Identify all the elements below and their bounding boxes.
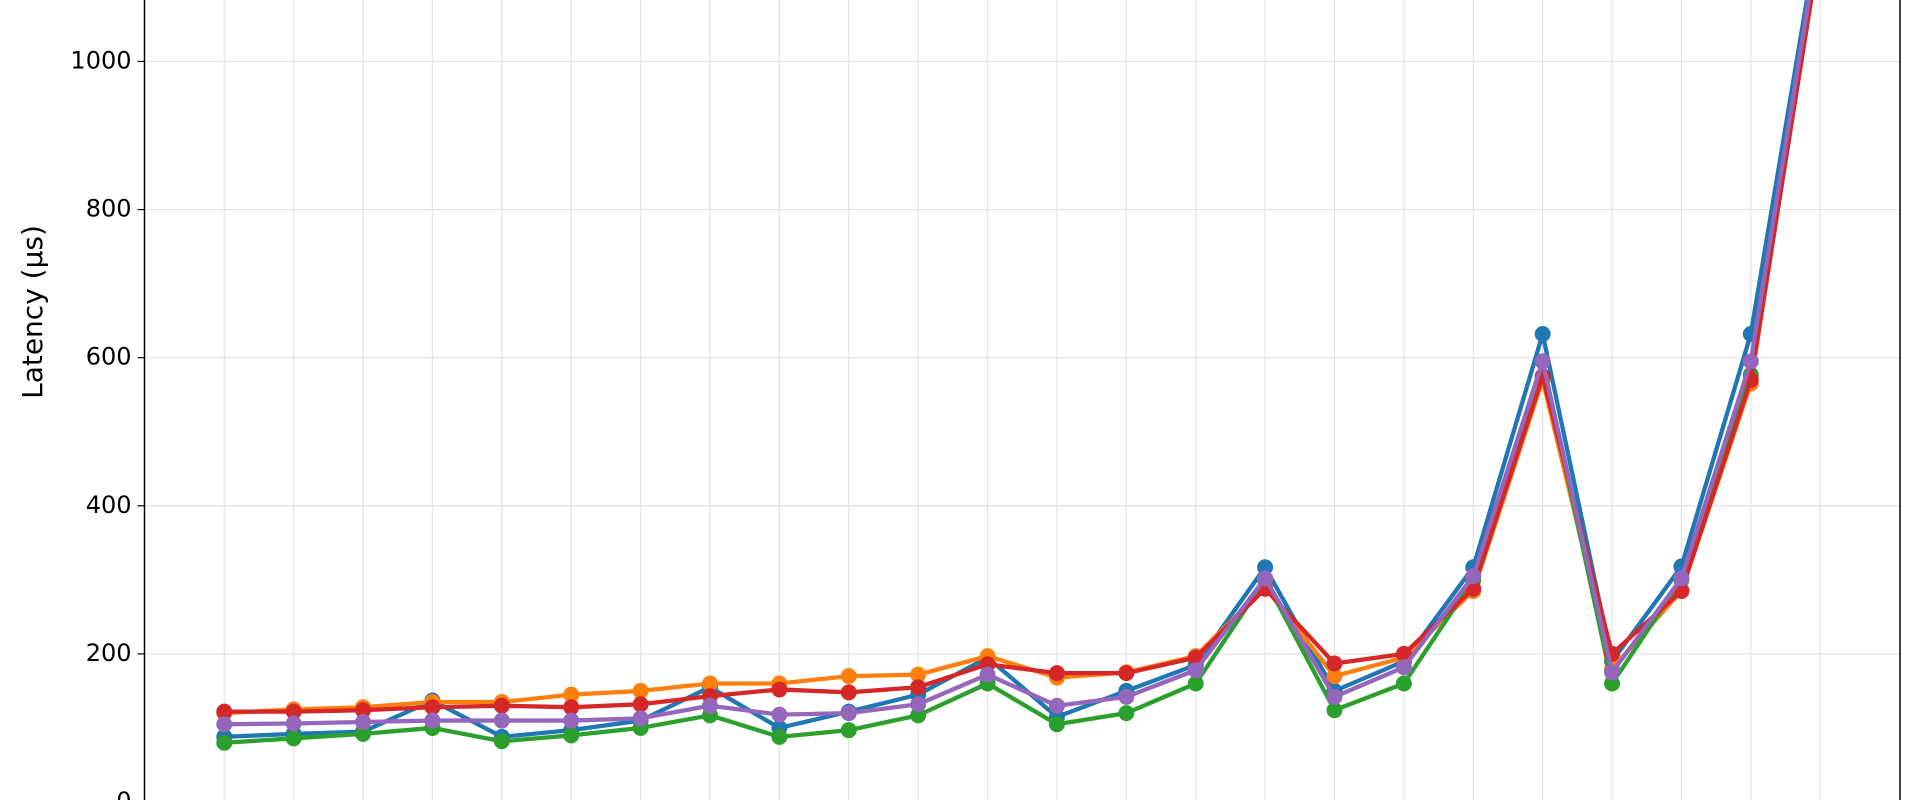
point: [1187, 662, 1204, 679]
point: [979, 666, 996, 683]
point: [632, 696, 649, 713]
point: [424, 699, 441, 716]
point: [840, 722, 857, 739]
y-tick-label: 400: [86, 491, 132, 519]
point: [1257, 559, 1274, 576]
point: [910, 679, 927, 696]
point: [1604, 675, 1621, 692]
y-tick-label: 1000: [70, 46, 131, 74]
plot: [216, 0, 1814, 751]
point: [771, 706, 788, 723]
point: [632, 710, 649, 727]
point: [1118, 705, 1135, 722]
point: [910, 696, 927, 713]
y-tick-label: 600: [86, 343, 132, 371]
point: [216, 703, 233, 720]
point: [702, 675, 719, 692]
point: [563, 699, 580, 716]
y-axis-label: Latency (μs): [16, 225, 49, 399]
series-line: [224, 0, 1813, 745]
point: [424, 712, 441, 729]
series-line: [224, 0, 1813, 716]
point: [493, 733, 510, 750]
point: [285, 730, 302, 747]
y-tick-label: 800: [86, 195, 132, 223]
series-line: [224, 0, 1814, 714]
point: [563, 712, 580, 729]
point: [355, 725, 372, 742]
point: [1534, 325, 1551, 342]
point: [632, 682, 649, 699]
series-line: [224, 0, 1811, 727]
series-line: [224, 0, 1810, 739]
point: [1326, 702, 1343, 719]
point: [1742, 353, 1759, 370]
point: [1534, 353, 1551, 370]
point: [840, 684, 857, 701]
point: [1048, 665, 1065, 682]
point: [1048, 716, 1065, 733]
point: [1048, 697, 1065, 714]
point: [285, 703, 302, 720]
point: [1326, 668, 1343, 685]
point: [1118, 665, 1135, 682]
point: [771, 728, 788, 745]
point: [1395, 645, 1412, 662]
point: [910, 707, 927, 724]
point: [910, 666, 927, 683]
point: [1257, 570, 1274, 587]
point: [840, 668, 857, 685]
point: [1673, 570, 1690, 587]
point: [493, 697, 510, 714]
y-tick-label: 200: [86, 639, 132, 667]
point: [1118, 688, 1135, 705]
point: [1326, 655, 1343, 672]
point: [355, 702, 372, 719]
point: [702, 697, 719, 714]
point: [493, 712, 510, 729]
point: [1326, 688, 1343, 705]
point: [771, 681, 788, 698]
point: [216, 734, 233, 751]
point: [1465, 568, 1482, 585]
point: [1187, 675, 1204, 692]
point: [840, 705, 857, 722]
point: [1395, 675, 1412, 692]
point: [216, 716, 233, 733]
point: [355, 714, 372, 731]
point: [563, 686, 580, 703]
point: [285, 715, 302, 732]
y-tick-label: 0: [116, 787, 131, 800]
point: [1395, 659, 1412, 676]
point: [1604, 664, 1621, 681]
point: [563, 727, 580, 744]
